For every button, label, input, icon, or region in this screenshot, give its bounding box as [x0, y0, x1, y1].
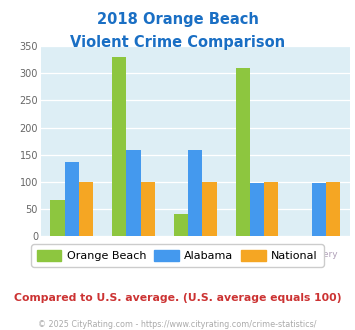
Bar [65, 162, 79, 236]
Text: Aggravated Assault: Aggravated Assault [151, 250, 240, 259]
Bar [126, 150, 141, 236]
Bar [79, 182, 93, 236]
Bar [202, 182, 217, 236]
Bar [141, 182, 155, 236]
Bar [50, 200, 65, 236]
Text: Murder & Mans...: Murder & Mans... [95, 250, 172, 259]
Bar [264, 182, 278, 236]
Bar [326, 182, 340, 236]
Bar [188, 150, 202, 236]
Bar [112, 57, 126, 236]
Text: Rape: Rape [246, 250, 268, 259]
Text: Robbery: Robbery [300, 250, 338, 259]
Text: 2018 Orange Beach: 2018 Orange Beach [97, 12, 258, 26]
Legend: Orange Beach, Alabama, National: Orange Beach, Alabama, National [32, 245, 323, 267]
Text: Violent Crime Comparison: Violent Crime Comparison [70, 35, 285, 50]
Text: © 2025 CityRating.com - https://www.cityrating.com/crime-statistics/: © 2025 CityRating.com - https://www.city… [38, 319, 317, 329]
Text: Compared to U.S. average. (U.S. average equals 100): Compared to U.S. average. (U.S. average … [14, 293, 341, 303]
Bar [312, 183, 326, 236]
Bar [236, 68, 250, 236]
Bar [174, 214, 188, 236]
Text: All Violent Crime: All Violent Crime [34, 250, 110, 259]
Bar [250, 183, 264, 236]
